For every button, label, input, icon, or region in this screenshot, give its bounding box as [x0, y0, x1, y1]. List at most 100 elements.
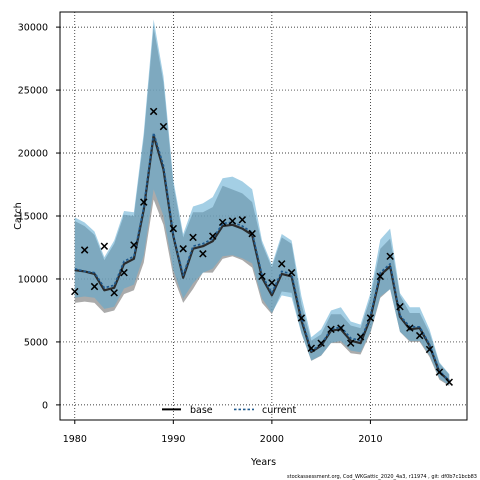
observed-point: [199, 250, 207, 258]
observed-point-stroke: [406, 324, 414, 332]
observed-point-stroke: [356, 333, 365, 341]
observed-point: [159, 122, 168, 131]
observed-point: [435, 368, 444, 376]
observed-point-stroke: [278, 260, 286, 268]
observed-point: [179, 245, 187, 253]
observed-point: [218, 218, 227, 227]
current-confidence-band: [74, 19, 450, 386]
x-tick-label: 2000: [260, 434, 284, 445]
observed-point: [278, 260, 286, 268]
observed-point-stroke: [386, 252, 394, 261]
y-tick-label: 0: [42, 400, 48, 411]
observed-point: [248, 229, 256, 238]
observed-point-stroke: [366, 314, 375, 322]
observed-point: [110, 289, 118, 297]
observed-point-stroke: [90, 282, 99, 291]
observed-point-stroke: [159, 122, 168, 131]
observed-point: [90, 282, 99, 291]
legend: base current: [162, 405, 297, 416]
legend-base-label: base: [190, 405, 213, 416]
observed-point: [415, 331, 424, 340]
observed-point: [189, 233, 197, 242]
observed-point: [130, 241, 138, 249]
observed-point: [238, 216, 247, 224]
observed-point: [425, 345, 434, 354]
observed-point: [120, 268, 128, 277]
observed-point: [169, 224, 178, 233]
observed-point-stroke: [71, 287, 79, 296]
observed-point-stroke: [445, 378, 453, 386]
observed-point: [327, 325, 335, 334]
observed-point-stroke: [396, 302, 404, 311]
current-series-line: [74, 132, 450, 382]
observed-point: [100, 242, 109, 250]
observed-point: [366, 314, 375, 322]
observed-point-stroke: [110, 289, 118, 297]
footer-source: stockassessment.org, Cod_WKGattic_2020_4…: [287, 474, 477, 480]
observed-point-stroke: [189, 233, 197, 242]
y-tick-label: 20000: [18, 149, 48, 160]
y-tick-label: 15000: [18, 212, 48, 223]
observed-point: [297, 314, 306, 322]
observed-point: [307, 344, 316, 352]
observed-points: [71, 107, 453, 386]
observed-point-stroke: [268, 279, 276, 287]
observed-point: [356, 333, 365, 341]
observed-point-stroke: [120, 268, 128, 277]
x-tick-label: 1980: [63, 434, 87, 445]
observed-point-stroke: [287, 268, 296, 277]
observed-point: [228, 217, 237, 225]
observed-point-stroke: [337, 324, 345, 332]
observed-point-stroke: [415, 331, 424, 340]
observed-point-stroke: [238, 216, 247, 224]
observed-point-stroke: [218, 218, 227, 227]
observed-point-stroke: [435, 368, 444, 376]
observed-point-stroke: [80, 246, 89, 254]
x-axis-title: Years: [250, 457, 276, 468]
x-tick-label: 1990: [161, 434, 185, 445]
observed-point: [445, 378, 453, 386]
observed-point-stroke: [376, 272, 385, 281]
confidence-bands: [74, 19, 450, 386]
observed-point: [209, 232, 217, 240]
observed-point-stroke: [346, 339, 355, 347]
observed-point-stroke: [169, 224, 178, 233]
observed-point: [346, 339, 355, 347]
observed-point: [80, 246, 89, 254]
x-tick-label: 2010: [358, 434, 382, 445]
observed-point: [396, 302, 404, 311]
y-tick-label: 10000: [18, 274, 48, 285]
observed-point-stroke: [130, 241, 138, 249]
y-axis-title: Catch: [13, 202, 24, 229]
y-tick-label: 25000: [18, 86, 48, 97]
observed-point-stroke: [228, 217, 237, 225]
observed-point-stroke: [248, 229, 256, 238]
observed-point: [386, 252, 394, 261]
observed-point: [140, 198, 148, 206]
observed-point-stroke: [317, 339, 325, 347]
observed-point: [317, 339, 325, 347]
observed-point-stroke: [297, 314, 306, 322]
observed-point-stroke: [258, 272, 266, 281]
grid: [60, 12, 467, 420]
y-tick-label: 30000: [18, 23, 48, 34]
observed-point-stroke: [100, 242, 109, 250]
observed-point: [376, 272, 385, 281]
observed-point: [149, 107, 158, 116]
observed-point: [268, 279, 276, 287]
observed-point-stroke: [209, 232, 217, 240]
observed-point: [287, 268, 296, 277]
observed-point: [337, 324, 345, 332]
observed-point: [258, 272, 266, 281]
observed-point-stroke: [425, 345, 434, 354]
observed-point-stroke: [140, 198, 148, 206]
legend-current-label: current: [262, 405, 297, 416]
observed-point-stroke: [327, 325, 335, 334]
observed-point-stroke: [149, 107, 158, 116]
observed-point-stroke: [179, 245, 187, 253]
y-tick-label: 5000: [24, 337, 48, 348]
observed-point: [71, 287, 79, 296]
observed-point: [406, 324, 414, 332]
observed-point-stroke: [307, 344, 316, 352]
